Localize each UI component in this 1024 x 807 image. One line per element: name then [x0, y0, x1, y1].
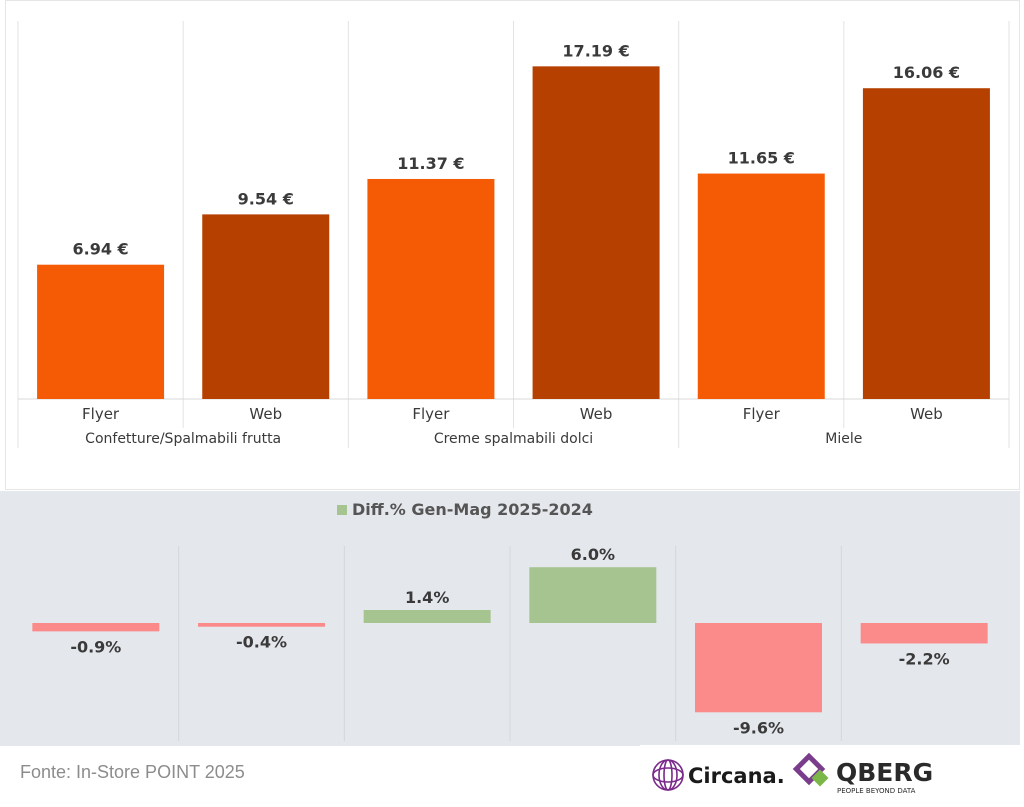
- bar-positive: [363, 609, 491, 623]
- bar-web: [202, 214, 330, 399]
- price-bar-chart: 6.94 € Flyer 9.54 € Web 11.37 € Flyer 17.19 € W…: [17, 21, 1010, 448]
- tick-label: Flyer: [412, 405, 450, 423]
- tick-label: Web: [249, 405, 282, 423]
- tick-label: Flyer: [82, 405, 120, 423]
- source-note: Fonte: In-Store POINT 2025: [20, 762, 245, 782]
- bar-negative: [198, 623, 325, 627]
- qberg-mark-icon: [792, 752, 829, 787]
- group-label: Confetture/Spalmabili frutta: [85, 431, 281, 447]
- diff-bar-chart: Diff.% Gen-Mag 2025-2024 -0.9% -0.4% 1.4% 6.…: [32, 500, 988, 741]
- bar-negative: [860, 623, 988, 644]
- data-label: 17.19 €: [562, 41, 629, 60]
- logos-area: Circana. QBERG PEOPLE BEYOND DATA: [640, 745, 1020, 803]
- bar-negative: [32, 623, 160, 632]
- diff-chart-panel: Diff.% Gen-Mag 2025-2024 -0.9% -0.4% 1.4% 6.…: [0, 491, 1020, 746]
- qberg-logo: QBERG PEOPLE BEYOND DATA: [792, 752, 933, 795]
- data-label: -0.9%: [70, 637, 121, 656]
- data-label: -0.4%: [236, 633, 287, 652]
- data-label: 1.4%: [405, 588, 449, 607]
- data-label: 11.37 €: [397, 154, 464, 173]
- bar-positive: [529, 567, 657, 623]
- legend-label: Diff.% Gen-Mag 2025-2024: [352, 500, 593, 519]
- tick-label: Flyer: [743, 405, 781, 423]
- data-label: 11.65 €: [728, 149, 795, 168]
- bar-flyer: [367, 178, 495, 399]
- data-label: -2.2%: [899, 649, 950, 668]
- data-label: 6.0%: [571, 545, 615, 564]
- qberg-tagline: PEOPLE BEYOND DATA: [837, 787, 916, 795]
- bar-flyer: [697, 173, 825, 399]
- circana-globe-icon: [652, 759, 684, 791]
- data-label: 6.94 €: [72, 240, 128, 259]
- circana-wordmark: Circana.: [688, 764, 785, 788]
- bar-negative: [695, 623, 822, 713]
- data-label: -9.6%: [733, 718, 784, 737]
- data-label: 9.54 €: [238, 189, 294, 208]
- qberg-wordmark: QBERG: [836, 758, 933, 787]
- circana-logo: Circana.: [652, 759, 785, 791]
- price-chart-panel: 6.94 € Flyer 9.54 € Web 11.37 € Flyer 17.19 € W…: [5, 0, 1020, 490]
- bar-web: [532, 66, 660, 399]
- bar-web: [862, 88, 990, 400]
- tick-label: Web: [580, 405, 613, 423]
- legend-swatch: [337, 505, 347, 515]
- data-label: 16.06 €: [893, 63, 960, 82]
- group-label: Creme spalmabili dolci: [434, 431, 593, 447]
- tick-label: Web: [910, 405, 943, 423]
- legend: Diff.% Gen-Mag 2025-2024: [337, 500, 593, 519]
- bar-flyer: [37, 264, 165, 399]
- group-label: Miele: [825, 431, 862, 447]
